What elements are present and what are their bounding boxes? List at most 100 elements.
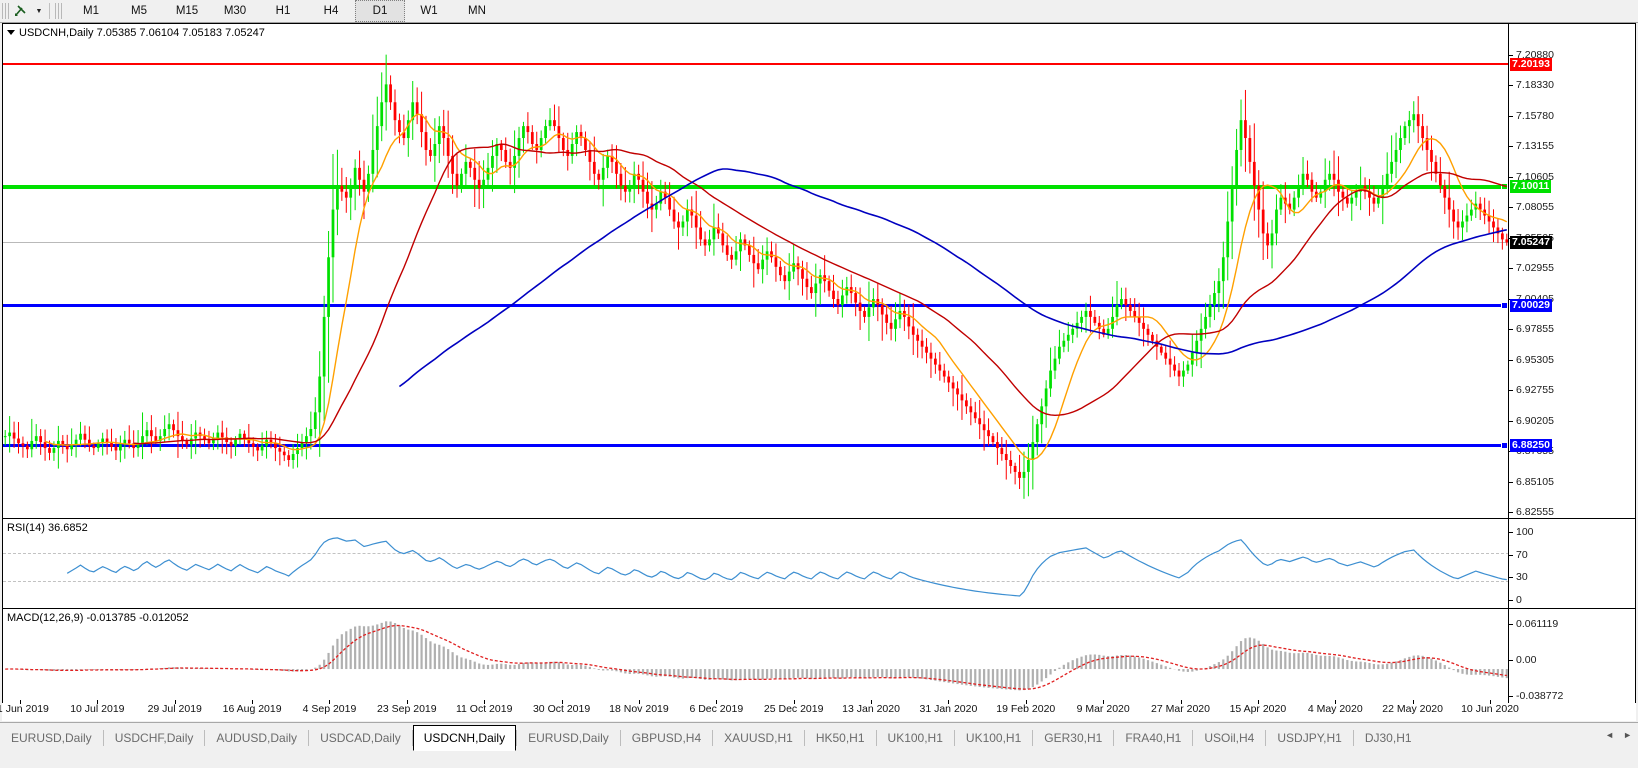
macd-panel[interactable]: MACD(12,26,9) -0.013785 -0.012052 0.0611…	[3, 608, 1635, 703]
macd-plot-canvas[interactable]	[3, 609, 1509, 703]
rsi-plot-canvas[interactable]	[3, 519, 1509, 608]
time-label: 9 Mar 2020	[1076, 703, 1130, 715]
time-tick	[793, 700, 795, 704]
time-tick	[1180, 700, 1182, 704]
scale-label: 7.08055	[1516, 201, 1554, 214]
time-tick	[20, 700, 21, 704]
time-label: 4 May 2020	[1307, 703, 1363, 715]
level-line-blue[interactable]	[3, 444, 1509, 448]
time-label: 10 Jun 2020	[1461, 703, 1519, 715]
macd-scale: 0.061119 0.00 -0.038772	[1508, 609, 1635, 703]
time-label: 21 Jun 2019	[0, 703, 49, 715]
timeframe-button-h4[interactable]: H4	[323, 5, 339, 17]
rsi-level-line	[3, 580, 1509, 582]
price-tag-support-line: 7.10011	[1510, 179, 1552, 193]
scale-label: 7.18330	[1516, 79, 1554, 92]
tab-divider	[953, 730, 955, 746]
timeframe-toolbar: ▼ M1 M5 M15 M30 H1 H4 D1 W1 MN	[0, 0, 1638, 23]
time-axis[interactable]: 21 Jun 2019 10 Jul 2019 29 Jul 2019 16 Aug …	[0, 700, 1636, 721]
price-chart-panel[interactable]: USDCNH,Daily 7.05385 7.06104 7.05183 7.0…	[3, 24, 1635, 518]
price-panel-header: USDCNH,Daily 7.05385 7.06104 7.05183 7.0…	[19, 27, 265, 39]
time-label: 31 Jan 2020	[919, 703, 978, 715]
scale-label: 7.15780	[1516, 109, 1554, 122]
tab-divider	[875, 730, 877, 746]
rsi-scale-label: 70	[1516, 548, 1528, 561]
chart-tab-eurusd-daily[interactable]: EURUSD,Daily	[528, 731, 609, 745]
scale-label: 7.20880	[1516, 49, 1554, 61]
rsi-scale: 100 70 30 0	[1508, 519, 1635, 608]
tab-divider	[204, 730, 206, 746]
tab-divider	[516, 730, 518, 746]
time-label: 15 Apr 2020	[1229, 703, 1287, 715]
time-label: 6 Dec 2019	[689, 703, 744, 715]
level-line-handle[interactable]	[1501, 442, 1508, 450]
chart-tab-usdcnh-daily[interactable]: USDCNH,Daily	[412, 725, 517, 751]
time-tick	[1490, 700, 1491, 704]
price-scale[interactable]: 7.20880 7.18330 7.15780 7.13155 7.10605 7.080…	[1508, 24, 1635, 518]
timeframe-button-mn[interactable]: MN	[468, 5, 486, 17]
level-line-handle[interactable]	[1501, 301, 1508, 309]
chart-tab-dj30-h1[interactable]: DJ30,H1	[1364, 731, 1412, 745]
chart-tab-xauusd-h1[interactable]: XAUUSD,H1	[724, 731, 793, 745]
chart-tab-uk100-h1[interactable]: UK100,H1	[965, 731, 1022, 745]
crosshair-icon[interactable]	[10, 1, 32, 21]
time-label: 13 Jan 2020	[842, 703, 900, 715]
chart-tab-fra40-h1[interactable]: FRA40,H1	[1125, 731, 1182, 745]
rsi-scale-label: 0	[1516, 594, 1522, 606]
time-label: 11 Oct 2019	[455, 703, 513, 715]
tab-divider	[411, 730, 413, 746]
dropdown-caret-icon[interactable]: ▼	[35, 7, 43, 15]
rsi-panel[interactable]: RSI(14) 36.6852 100 70 30 0	[3, 518, 1635, 608]
tab-next-icon[interactable]: ►	[1623, 730, 1632, 740]
toolbar-drag-handle[interactable]	[2, 3, 10, 19]
chart-tab-usdchf-daily[interactable]: USDCHF,Daily	[114, 731, 194, 745]
time-label: 10 Jul 2019	[70, 703, 125, 715]
price-plot-canvas[interactable]	[3, 24, 1509, 518]
chart-tab-hk50-h1[interactable]: HK50,H1	[815, 731, 865, 745]
chart-tab-eurusd-daily[interactable]: EURUSD,Daily	[11, 731, 92, 745]
toolbar-divider	[49, 3, 50, 19]
scale-label: 6.85105	[1516, 475, 1554, 488]
tab-prev-icon[interactable]: ◄	[1605, 730, 1615, 740]
time-label: 29 Jul 2019	[147, 703, 202, 715]
time-label: 19 Feb 2020	[996, 703, 1056, 715]
time-tick	[948, 700, 950, 704]
tab-divider	[803, 730, 805, 746]
macd-panel-header: MACD(12,26,9) -0.013785 -0.012052	[7, 612, 189, 624]
timeframe-button-m30[interactable]: M30	[223, 5, 247, 17]
time-tick	[1025, 700, 1027, 704]
chart-tab-usdcad-daily[interactable]: USDCAD,Daily	[320, 731, 401, 745]
panel-collapse-caret-icon[interactable]	[7, 30, 15, 35]
timeframe-button-w1[interactable]: W1	[420, 5, 438, 17]
chart-tab-audusd-daily[interactable]: AUDUSD,Daily	[216, 731, 298, 745]
level-line-blue[interactable]	[3, 303, 1509, 307]
time-tick	[1103, 700, 1105, 704]
timeframe-button-m15[interactable]: M15	[175, 5, 199, 17]
chart-tab-gbpusd-h4[interactable]: GBPUSD,H4	[631, 731, 702, 745]
chart-tabs: EURUSD,Daily USDCHF,Daily AUDUSD,Daily USDC…	[0, 725, 1423, 751]
price-tag-pivot-line: 7.00029	[1510, 298, 1552, 312]
level-line-red[interactable]	[3, 63, 1509, 66]
chart-tab-ger30-h1[interactable]: GER30,H1	[1044, 731, 1103, 745]
chart-area[interactable]: USDCNH,Daily 7.05385 7.06104 7.05183 7.0…	[2, 23, 1636, 703]
rsi-line	[66, 537, 1507, 597]
tab-divider	[102, 730, 104, 746]
timeframe-button-h1[interactable]: H1	[275, 5, 291, 17]
time-tick	[1412, 700, 1414, 704]
tab-nav-arrows: ◄ ►	[1605, 730, 1632, 740]
chart-tab-usdjpy-h1[interactable]: USDJPY,H1	[1277, 731, 1342, 745]
chart-tabbar: EURUSD,Daily USDCHF,Daily AUDUSD,Daily USDC…	[0, 722, 1638, 768]
timeframe-buttons: M1 M5 M15 M30 H1 H4 D1 W1 MN	[67, 0, 501, 22]
macd-series	[5, 621, 1508, 691]
rsi-scale-label: 100	[1516, 526, 1534, 538]
chart-tab-usoil-h4[interactable]: USOil,H4	[1204, 731, 1255, 745]
timeframe-group-handle[interactable]	[55, 3, 63, 19]
timeframe-button-d1[interactable]: D1	[355, 0, 405, 22]
time-label: 23 Sep 2019	[377, 703, 437, 715]
tab-divider	[712, 730, 714, 746]
timeframe-button-m5[interactable]: M5	[131, 5, 147, 17]
timeframe-button-m1[interactable]: M1	[83, 5, 99, 17]
time-tick	[638, 700, 640, 704]
level-line-green[interactable]	[3, 184, 1509, 189]
chart-tab-uk100-h1[interactable]: UK100,H1	[887, 731, 943, 745]
